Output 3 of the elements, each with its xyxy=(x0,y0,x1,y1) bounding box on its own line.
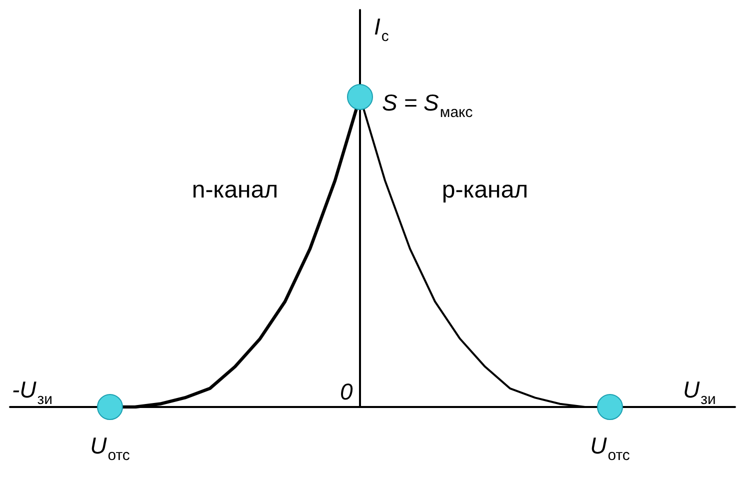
annotation: 0 xyxy=(340,378,353,404)
series-label: p-канал xyxy=(442,176,528,204)
series-label: n-канал xyxy=(192,176,278,204)
